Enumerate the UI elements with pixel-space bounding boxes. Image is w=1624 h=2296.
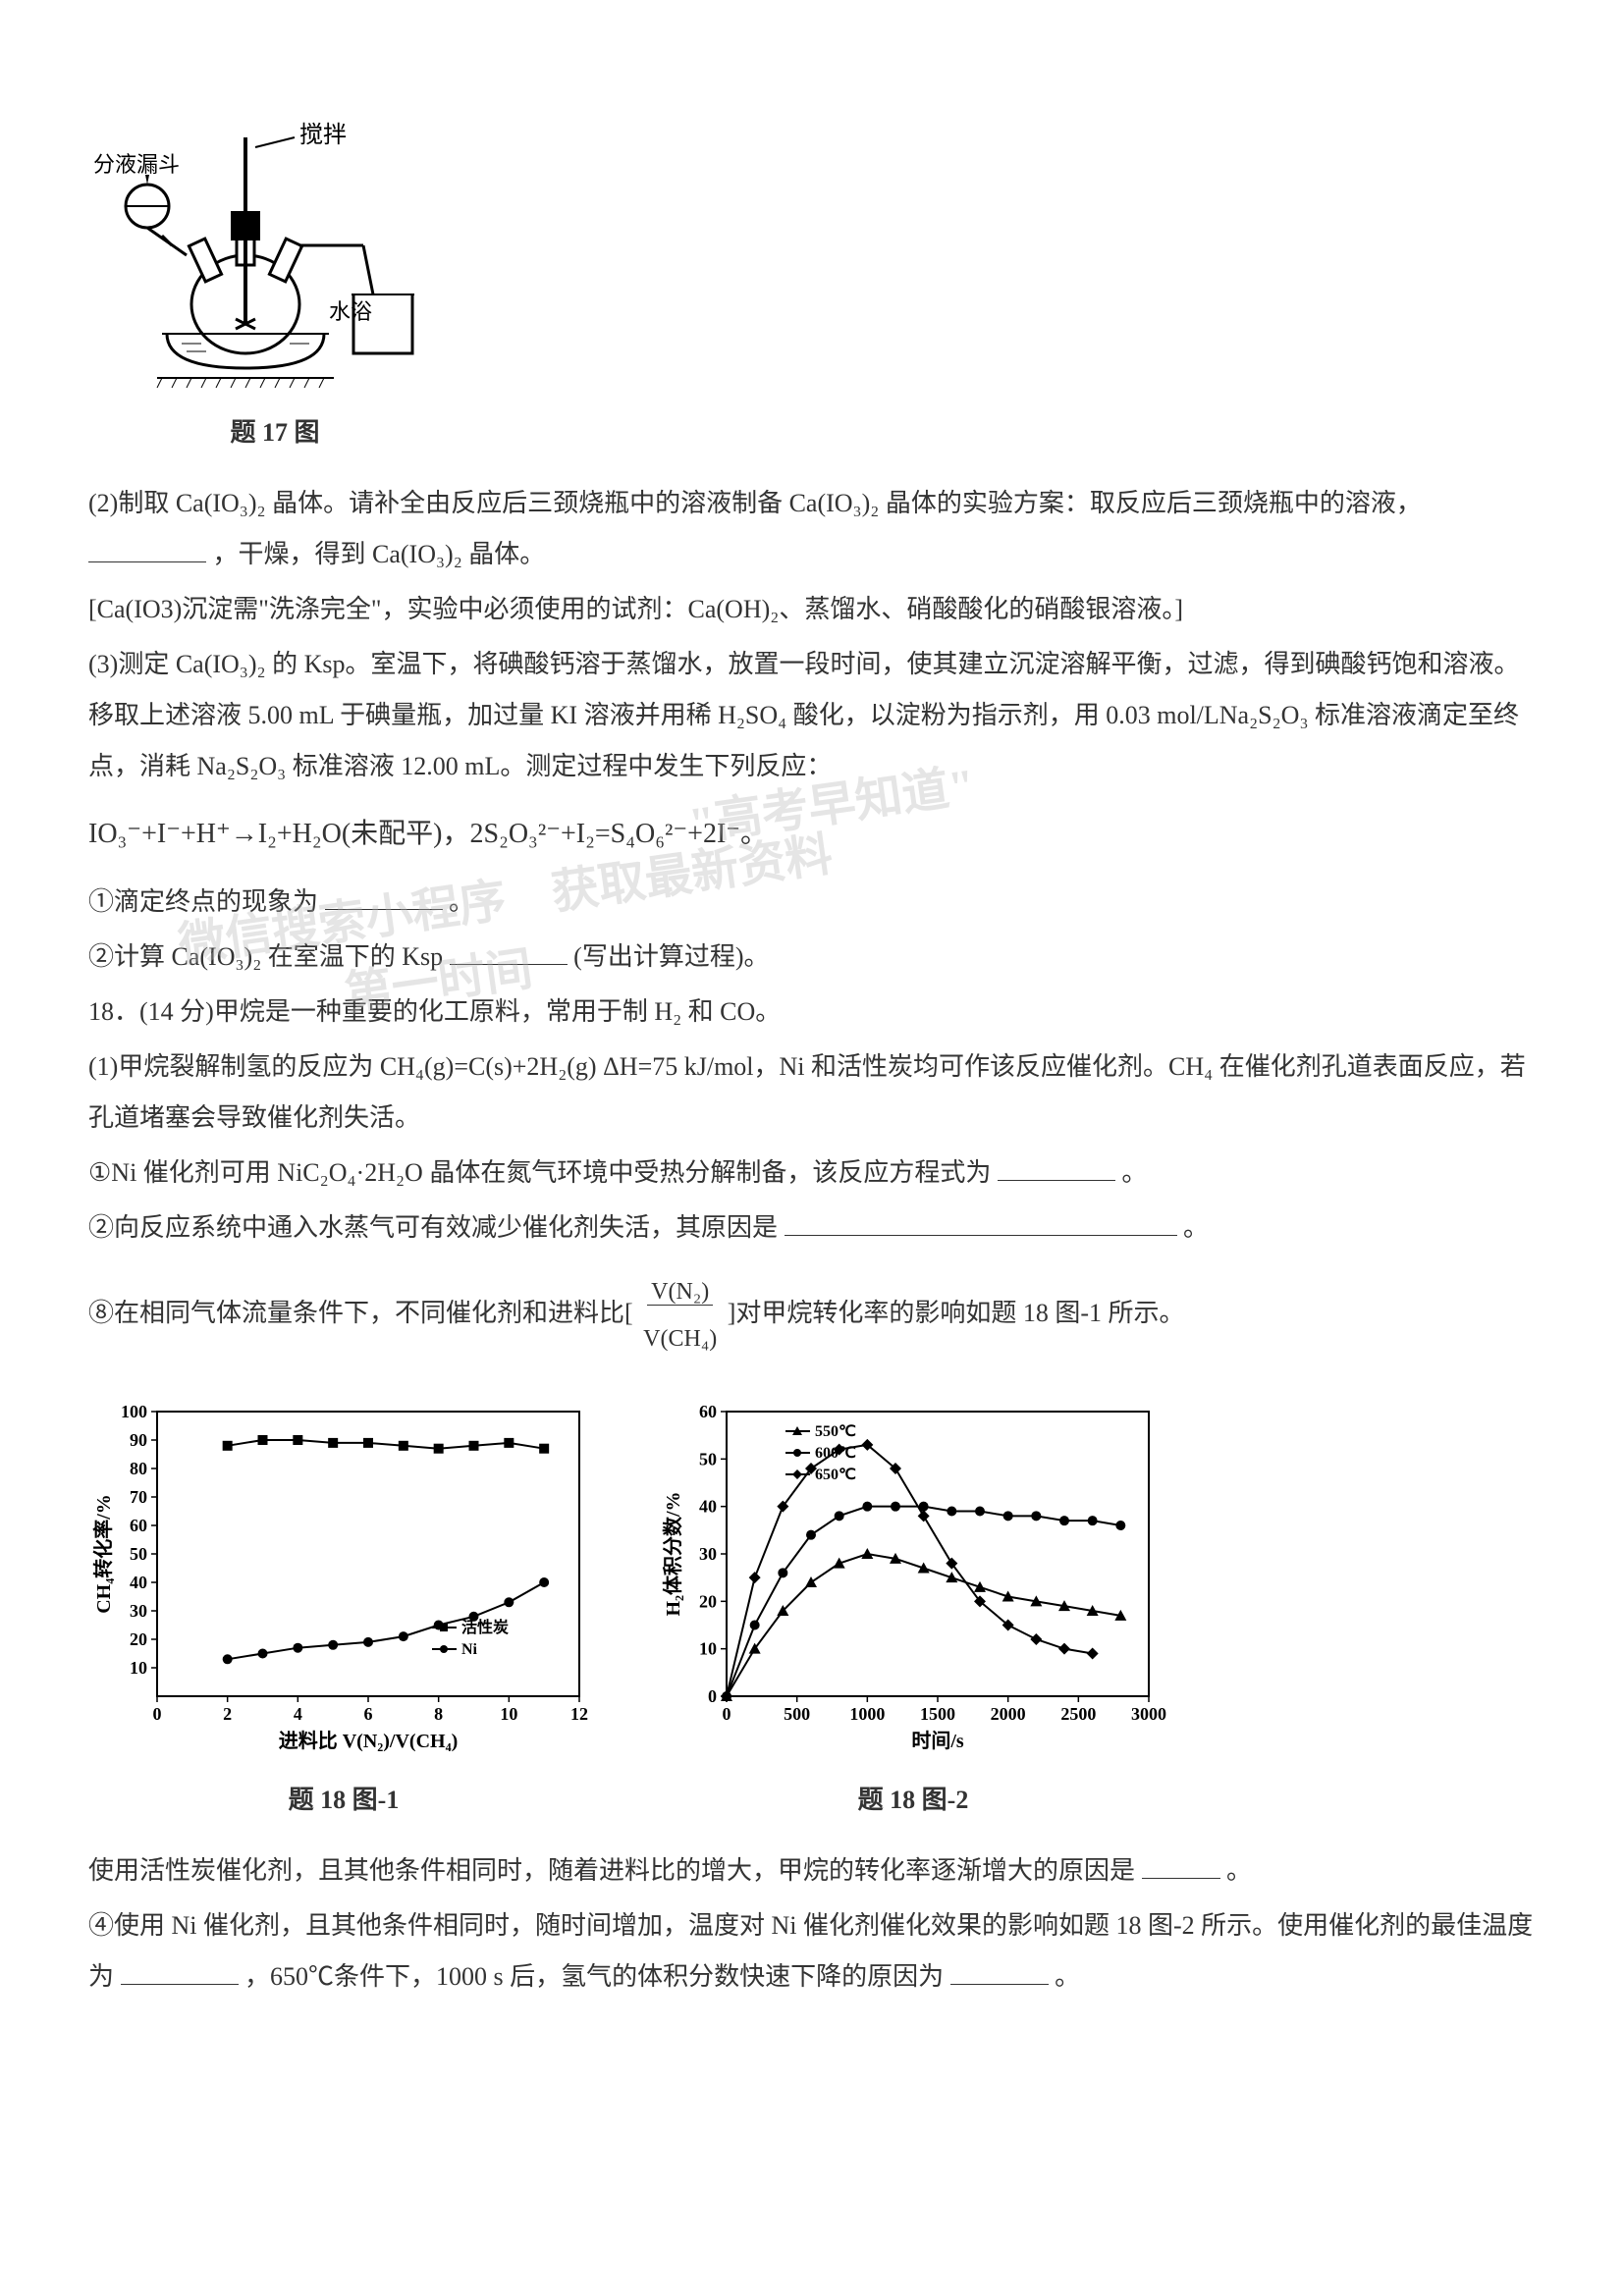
svg-text:8: 8 [434, 1704, 443, 1724]
question-18-3: ⑧在相同气体流量条件下，不同催化剂和进料比[ V(N₂) V(CH₄) ]对甲烷… [88, 1268, 1536, 1362]
q18-4-b: ，650℃条件下，1000 s 后，氢气的体积分数快速下降的原因为 [244, 1962, 944, 1991]
svg-text:70: 70 [130, 1487, 147, 1507]
funnel-label: 分液漏斗 [93, 152, 180, 177]
waterbath-label: 水浴 [329, 299, 372, 324]
p2-prefix: (2)制取 Ca(IO₃)₂ 晶体。请补全由反应后三颈烧瓶中的溶液制备 Ca(I… [88, 489, 1422, 517]
chart-2-caption: 题 18 图-2 [658, 1780, 1168, 1816]
svg-text:0: 0 [708, 1686, 717, 1706]
blank-1 [88, 543, 206, 562]
chart-1-svg: 0 2 4 6 8 10 12 10 20 30 40 50 60 70 80 90 100 进料比 V(N₂)/… [88, 1392, 599, 1765]
frac-num: V(N₂) [647, 1279, 713, 1306]
paragraph-2: (2)制取 Ca(IO₃)₂ 晶体。请补全由反应后三颈烧瓶中的溶液制备 Ca(I… [88, 478, 1536, 580]
svg-text:10: 10 [500, 1704, 517, 1724]
q18-3-suffix: ]对甲烷转化率的影响如题 18 图-1 所示。 [728, 1299, 1185, 1327]
question-2: ②计算 Ca(IO₃)₂ 在室温下的 Ksp (写出计算过程)。 [88, 932, 1536, 983]
svg-text:650℃: 650℃ [815, 1467, 856, 1483]
svg-text:6: 6 [364, 1704, 373, 1724]
q18-after-prefix: 使用活性炭催化剂，且其他条件相同时，随着进料比的增大，甲烷的转化率逐渐增大的原因… [88, 1856, 1135, 1885]
charts-row: 024681012102030405060708090100进料比 V(N₂)/… [88, 1392, 1536, 1816]
svg-text:3000: 3000 [1131, 1704, 1166, 1724]
question-1: ①滴定终点的现象为 。 [88, 877, 1536, 928]
blank-5 [785, 1216, 1177, 1236]
paragraph-2-note: [Ca(IO3)沉淀需"洗涤完全"，实验中必须使用的试剂：Ca(OH)₂、蒸馏水… [88, 584, 1536, 635]
q1-suffix: 。 [449, 887, 474, 916]
paragraph-18-intro: 18．(14 分)甲烷是一种重要的化工原料，常用于制 H₂ 和 CO。 [88, 987, 1536, 1038]
blank-4 [998, 1161, 1115, 1181]
svg-text:时间/s: 时间/s [911, 1730, 964, 1752]
svg-text:100: 100 [121, 1402, 147, 1421]
svg-text:90: 90 [130, 1430, 147, 1450]
p2-suffix: ，干燥，得到 Ca(IO₃)₂ 晶体。 [213, 540, 546, 568]
q18-after-suffix: 。 [1226, 1856, 1252, 1885]
blank-3 [450, 945, 568, 965]
svg-text:2: 2 [223, 1704, 232, 1724]
chart-1-box: 0 2 4 6 8 10 12 10 20 30 40 50 60 70 80 90 100 进料比 V(N₂)/… [88, 1392, 599, 1816]
svg-text:CH₄转化率/%: CH₄转化率/% [91, 1494, 115, 1614]
svg-text:活性炭: 活性炭 [461, 1618, 509, 1636]
q18-1-prefix: ①Ni 催化剂可用 NiC₂O₄·2H₂O 晶体在氮气环境中受热分解制备，该反应… [88, 1158, 991, 1187]
svg-text:Ni: Ni [461, 1641, 478, 1658]
svg-text:30: 30 [699, 1544, 717, 1564]
svg-text:10: 10 [130, 1658, 147, 1678]
question-18-2: ②向反应系统中通入水蒸气可有效减少催化剂失活，其原因是 。 [88, 1202, 1536, 1254]
svg-text:12: 12 [570, 1704, 588, 1724]
question-18-after: 使用活性炭催化剂，且其他条件相同时，随着进料比的增大，甲烷的转化率逐渐增大的原因… [88, 1845, 1536, 1896]
chart-1-caption: 题 18 图-1 [88, 1780, 599, 1816]
svg-text:0: 0 [723, 1704, 731, 1724]
blank-2 [325, 890, 443, 910]
apparatus-diagram: 搅拌 分液漏斗 水浴 [88, 98, 461, 393]
q18-4-c: 。 [1055, 1962, 1080, 1991]
svg-text:500: 500 [784, 1704, 810, 1724]
svg-text:600℃: 600℃ [815, 1445, 856, 1462]
svg-text:H₂体积分数/%: H₂体积分数/% [661, 1491, 684, 1616]
question-18-1: ①Ni 催化剂可用 NiC₂O₄·2H₂O 晶体在氮气环境中受热分解制备，该反应… [88, 1148, 1536, 1199]
svg-text:20: 20 [699, 1591, 717, 1611]
svg-text:20: 20 [130, 1629, 147, 1649]
svg-text:50: 50 [699, 1449, 717, 1468]
svg-text:1500: 1500 [920, 1704, 955, 1724]
blank-8 [950, 1965, 1049, 1985]
q1-prefix: ①滴定终点的现象为 [88, 887, 318, 916]
stirrer-label: 搅拌 [299, 122, 347, 148]
apparatus-svg: 搅拌 分液漏斗 水浴 [88, 98, 461, 393]
svg-text:2000: 2000 [991, 1704, 1026, 1724]
q2-suffix: (写出计算过程)。 [573, 942, 769, 971]
fraction: V(N₂) V(CH₄) [639, 1268, 721, 1362]
svg-text:10: 10 [699, 1639, 717, 1659]
svg-text:50: 50 [130, 1544, 147, 1564]
svg-text:40: 40 [699, 1497, 717, 1517]
q2-prefix: ②计算 Ca(IO₃)₂ 在室温下的 Ksp [88, 942, 443, 971]
diagram-1-caption: 题 17 图 [88, 412, 461, 449]
svg-text:80: 80 [130, 1459, 147, 1478]
q18-2-suffix: 。 [1183, 1213, 1209, 1242]
svg-text:进料比 V(N₂)/V(CH₄): 进料比 V(N₂)/V(CH₄) [279, 1730, 459, 1752]
svg-text:30: 30 [130, 1601, 147, 1621]
svg-text:0: 0 [153, 1704, 162, 1724]
frac-den: V(CH₄) [639, 1326, 721, 1352]
svg-text:1000: 1000 [849, 1704, 885, 1724]
paragraph-3: (3)测定 Ca(IO₃)₂ 的 Ksp。室温下，将碘酸钙溶于蒸馏水，放置一段时… [88, 639, 1536, 792]
svg-text:60: 60 [699, 1402, 717, 1421]
svg-text:550℃: 550℃ [815, 1423, 856, 1440]
chart-2-svg: 0 500 1000 1500 2000 2500 3000 0 10 20 30 40 50 60 时间/… [658, 1392, 1168, 1765]
svg-text:40: 40 [130, 1573, 147, 1592]
q18-3-prefix: ⑧在相同气体流量条件下，不同催化剂和进料比[ [88, 1299, 633, 1327]
paragraph-18-1: (1)甲烷裂解制氢的反应为 CH₄(g)=C(s)+2H₂(g) ΔH=75 k… [88, 1041, 1536, 1144]
question-18-4: ④使用 Ni 催化剂，且其他条件相同时，随时间增加，温度对 Ni 催化剂催化效果… [88, 1900, 1536, 2002]
q18-1-suffix: 。 [1121, 1158, 1147, 1187]
chart-2-box: 0 500 1000 1500 2000 2500 3000 0 10 20 30 40 50 60 时间/… [658, 1392, 1168, 1816]
formula-line: IO₃⁻+I⁻+H⁺→I₂+H₂O(未配平)，2S₂O₃²⁻+I₂=S₄O₆²⁻… [88, 807, 1536, 862]
svg-text:2500: 2500 [1060, 1704, 1096, 1724]
q18-2-prefix: ②向反应系统中通入水蒸气可有效减少催化剂失活，其原因是 [88, 1213, 778, 1242]
svg-text:60: 60 [130, 1516, 147, 1535]
blank-6 [1142, 1859, 1220, 1879]
svg-text:4: 4 [294, 1704, 302, 1724]
blank-7 [121, 1965, 239, 1985]
